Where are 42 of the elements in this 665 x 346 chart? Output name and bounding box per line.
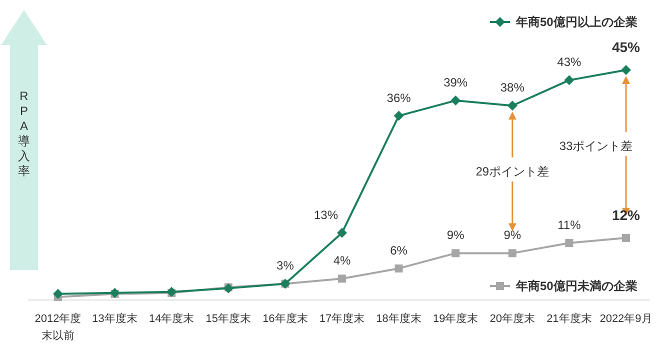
x-tick-label: 14年度末 (148, 312, 194, 325)
data-label: 9% (504, 228, 522, 242)
data-label: 13% (314, 208, 338, 222)
annotation: 33ポイント差 (559, 138, 633, 153)
point (450, 96, 461, 106)
point (337, 228, 347, 238)
point (338, 274, 346, 283)
x-tick-label: 19年度末 (432, 312, 478, 325)
annotation: 29ポイント差 (476, 164, 550, 178)
data-label: 4% (333, 254, 351, 268)
y-axis-title: RPA導入率 (18, 89, 30, 178)
x-tick-label: 2012年度末以前 (34, 312, 82, 342)
point (622, 234, 630, 242)
point (394, 110, 404, 121)
data-label: 36% (386, 90, 412, 105)
data-label: 9% (446, 228, 465, 242)
data-label: 39% (444, 76, 468, 90)
x-tick-label: 17年度末 (319, 312, 365, 325)
legend-label: 年商50億円以上の企業 (515, 15, 638, 29)
data-label: 45% (612, 39, 641, 55)
point (621, 65, 631, 75)
point (565, 239, 574, 248)
x-tick-label: 16年度末 (262, 312, 308, 325)
point (53, 288, 63, 299)
x-tick-label: 15年度末 (206, 312, 252, 325)
x-tick-label: 20年度末 (490, 312, 536, 325)
x-tick-label: 18年度末 (376, 312, 422, 325)
point (564, 75, 574, 86)
data-label: 11% (558, 218, 582, 232)
data-label: 43% (557, 55, 582, 70)
x-tick-label: 2022年9月 (600, 313, 652, 325)
data-label: 38% (500, 80, 525, 95)
point (452, 249, 460, 258)
point (507, 100, 518, 111)
x-tick-label: 21年度末 (546, 312, 592, 325)
data-label: 6% (390, 243, 408, 258)
data-label: 12% (612, 206, 641, 223)
data-label: 3% (276, 258, 294, 273)
legend-label: 年商50億円未満の企業 (515, 279, 638, 293)
point (508, 249, 516, 258)
x-tick-label: 13年度末 (92, 312, 138, 325)
point (394, 264, 403, 272)
